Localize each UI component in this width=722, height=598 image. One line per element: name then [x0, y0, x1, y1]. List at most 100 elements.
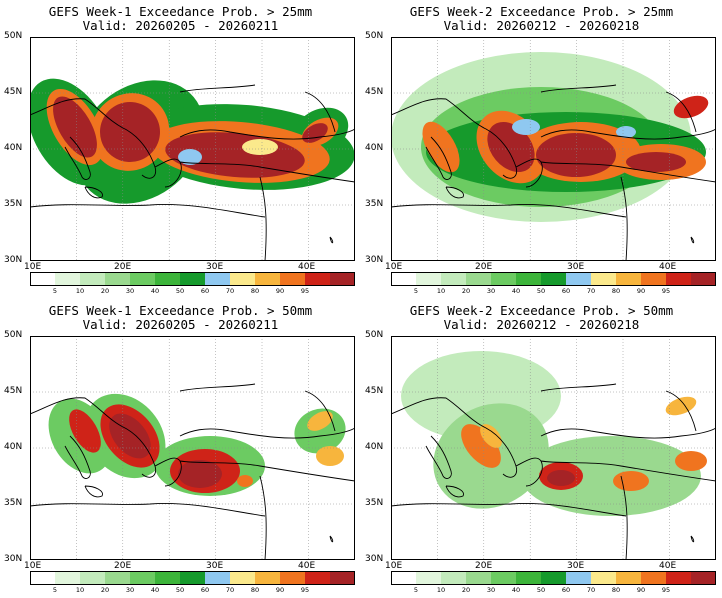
colorbar-swatch: [491, 571, 517, 585]
colorbar-swatch: [30, 571, 56, 585]
colorbar-frame: [30, 272, 355, 286]
lat-label: 30N: [365, 554, 384, 564]
colorbar-tick: 30: [486, 287, 496, 295]
probability-shading: [178, 149, 202, 165]
lon-label: 20E: [475, 561, 493, 571]
probability-shading: [242, 139, 278, 155]
probability-shading: [178, 460, 222, 488]
coastline: [30, 503, 266, 517]
colorbar-swatch: [391, 272, 417, 286]
colorbar-swatch: [516, 272, 542, 286]
colorbar-swatch: [180, 272, 206, 286]
probability-shading: [536, 133, 616, 177]
map-frame: [30, 336, 355, 560]
colorbar-swatch: [441, 571, 467, 585]
coastline: [540, 383, 617, 392]
colorbar-swatch: [566, 571, 592, 585]
colorbar: [30, 272, 355, 286]
colorbar-tick: 10: [436, 586, 446, 594]
colorbar-tick: 70: [225, 287, 235, 295]
lat-label: 35N: [4, 199, 23, 209]
panel-valid-dates: Valid: 20260205 - 20260211: [82, 18, 279, 33]
colorbar-tick: 80: [611, 287, 621, 295]
colorbar-tick: 5: [52, 586, 58, 594]
colorbar-swatch: [416, 571, 442, 585]
colorbar-swatch: [55, 272, 81, 286]
colorbar-frame: [30, 571, 355, 585]
map-panel-week2-50mm: GEFS Week-2 Exceedance Prob. > 50mm Vali…: [361, 299, 722, 598]
coastline: [445, 485, 464, 498]
lon-label: 30E: [567, 561, 585, 571]
probability-shading: [512, 119, 540, 135]
colorbar-tick: 20: [100, 287, 110, 295]
colorbar-tick: 20: [100, 586, 110, 594]
probability-shading: [69, 409, 101, 453]
coastline: [84, 186, 103, 199]
map-panel-week1-50mm: GEFS Week-1 Exceedance Prob. > 50mm Vali…: [0, 299, 361, 598]
probability-shading: [422, 121, 460, 173]
colorbar-tick: 60: [561, 287, 571, 295]
probability-shading: [302, 123, 328, 143]
coastline: [540, 161, 716, 183]
coastline: [665, 390, 697, 432]
lon-label: 20E: [475, 262, 493, 272]
colorbar-tick: 40: [150, 586, 160, 594]
colorbar-swatch: [691, 571, 716, 585]
colorbar-swatch: [330, 571, 355, 585]
probability-map: [30, 336, 355, 560]
coastline: [391, 98, 518, 179]
colorbar-tick: 90: [275, 586, 285, 594]
probability-shading: [316, 446, 344, 466]
colorbar: [391, 272, 716, 286]
colorbar-swatch: [280, 571, 306, 585]
lon-label: 40E: [298, 561, 316, 571]
colorbar-frame: [391, 571, 716, 585]
panel-valid-dates: Valid: 20260205 - 20260211: [82, 317, 279, 332]
colorbar: [391, 571, 716, 585]
lon-label: 30E: [206, 561, 224, 571]
lat-label: 35N: [365, 199, 384, 209]
colorbar-swatch: [591, 571, 617, 585]
probability-shading: [521, 436, 701, 516]
coastline: [425, 435, 452, 479]
colorbar-swatch: [105, 571, 131, 585]
lat-label: 45N: [365, 87, 384, 97]
colorbar-tick: 60: [561, 586, 571, 594]
coastline: [391, 503, 627, 517]
coastline: [620, 475, 628, 560]
lat-label: 50N: [365, 330, 384, 340]
colorbar-swatch: [205, 272, 231, 286]
colorbar-tick: 50: [536, 586, 546, 594]
colorbar-swatch: [130, 571, 156, 585]
colorbar-tick: 80: [250, 287, 260, 295]
colorbar-swatch: [105, 272, 131, 286]
lon-label: 40E: [659, 561, 677, 571]
coastline: [540, 128, 716, 140]
colorbar-tick: 95: [300, 287, 310, 295]
lat-label: 45N: [4, 87, 23, 97]
coastline: [30, 397, 157, 478]
colorbar-swatch: [691, 272, 716, 286]
colorbar-swatch: [541, 272, 567, 286]
coastline: [30, 204, 266, 218]
lat-label: 50N: [365, 31, 384, 41]
colorbar-swatch: [55, 571, 81, 585]
coastline: [179, 128, 355, 140]
colorbar-swatch: [616, 272, 642, 286]
lon-label: 10E: [24, 262, 42, 272]
probability-shading: [461, 424, 501, 468]
colorbar-tick: 5: [52, 287, 58, 295]
coastline: [179, 427, 355, 439]
colorbar-swatch: [255, 272, 281, 286]
colorbar-tick: 5: [413, 586, 419, 594]
colorbar-swatch: [330, 272, 355, 286]
lat-label: 40N: [365, 143, 384, 153]
colorbar-swatch: [566, 272, 592, 286]
colorbar-tick: 30: [486, 586, 496, 594]
coastline: [391, 397, 518, 478]
coastline: [30, 98, 157, 179]
colorbar-swatch: [416, 272, 442, 286]
lon-label: 40E: [659, 262, 677, 272]
probability-map: [30, 37, 355, 261]
colorbar-swatch: [80, 571, 106, 585]
